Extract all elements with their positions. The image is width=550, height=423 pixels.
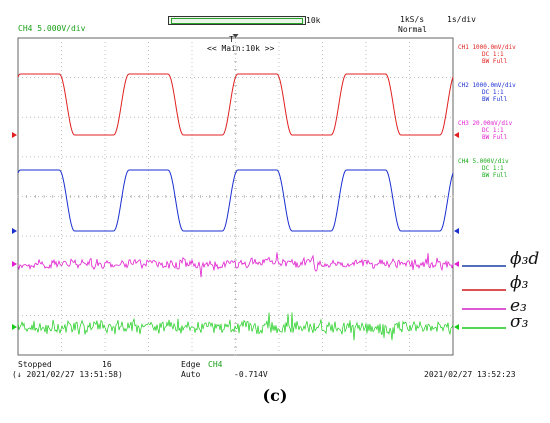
marker-left-ch3 <box>12 261 17 267</box>
figure-caption: (c) <box>262 386 288 405</box>
memory-label: 10k <box>306 16 321 25</box>
ch1-settings: CH1 1000.0mV/div DC 1:1 BW Full <box>458 44 516 65</box>
marker-right-ch4 <box>454 324 459 330</box>
trace-ch1-phi3 <box>17 73 454 136</box>
marker-right-ch1 <box>454 132 459 138</box>
acq-mode: Normal <box>398 25 427 34</box>
marker-left-ch4 <box>12 324 17 330</box>
memory-bar <box>168 16 306 25</box>
acq-status: Stopped <box>18 360 52 369</box>
ch2-settings: CH2 1000.0mV/div DC 1:1 BW Full <box>458 82 516 103</box>
legend-label-phi3d: ϕ₃d <box>510 249 540 269</box>
plot-grid <box>17 37 454 356</box>
legend-label-e3: e₃ <box>510 296 527 316</box>
trace-ch3-e3 <box>17 252 454 278</box>
start-timestamp: (↓ 2021/02/27 13:51:58) <box>12 370 123 379</box>
legend-label-phi3: ϕ₃ <box>510 273 529 293</box>
legend-lines <box>462 265 506 329</box>
channel-markers <box>12 34 459 330</box>
main-window-label: << Main:10k >> <box>207 44 275 53</box>
trigger-type: Edge <box>181 360 201 369</box>
acq-count: 16 <box>102 360 112 369</box>
trigger-mode: Auto <box>181 370 201 379</box>
marker-right-ch3 <box>454 261 459 267</box>
time-per-div: 1s/div <box>447 15 476 24</box>
end-timestamp: 2021/02/27 13:52:23 <box>424 370 516 379</box>
trace-ch4-sigma3 <box>17 312 454 341</box>
sample-rate: 1kS/s <box>400 15 425 24</box>
marker-right-ch2 <box>454 228 459 234</box>
marker-left-ch2 <box>12 228 17 234</box>
trigger-level: -0.714V <box>234 370 268 379</box>
trigger-marker: T <box>229 35 234 44</box>
trace-group <box>17 73 454 341</box>
marker-left-ch1 <box>12 132 17 138</box>
legend-label-sigma3: σ₃ <box>510 312 529 332</box>
trigger-arrow <box>232 34 239 38</box>
trace-ch2-phi3d <box>17 169 454 232</box>
channel-scale-label: CH4 5.000V/div <box>18 24 86 33</box>
ch4-settings: CH4 5.000V/div DC 1:1 BW Full <box>458 158 509 179</box>
ch3-settings: CH3 20.00mV/div DC 1:1 BW Full <box>458 120 513 141</box>
trigger-channel: CH4 <box>208 360 223 369</box>
